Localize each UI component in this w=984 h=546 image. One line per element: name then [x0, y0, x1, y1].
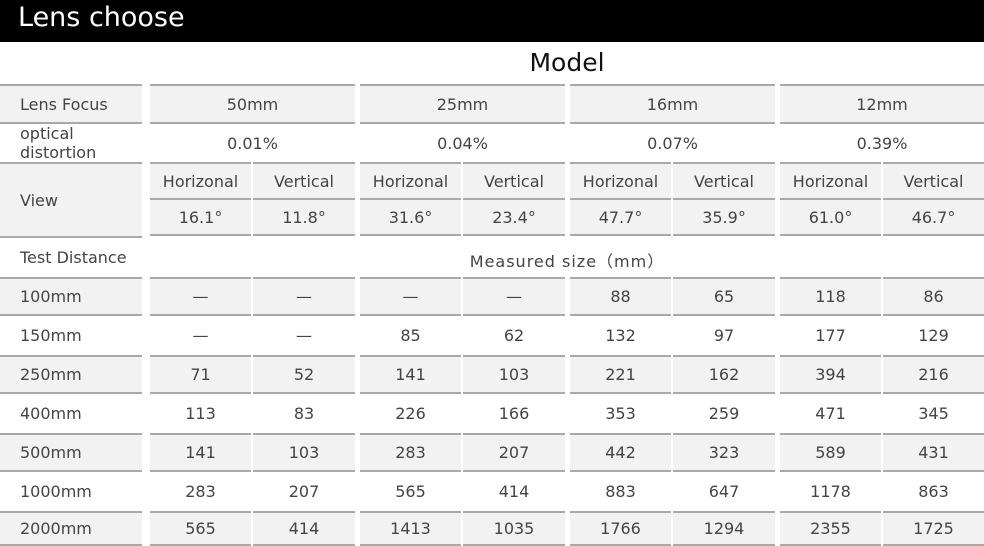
- measured-size-cell: 52: [253, 355, 355, 392]
- view-vertical-header: Vertical: [463, 162, 565, 198]
- view-vertical-value: 23.4°: [463, 198, 565, 236]
- view-horizontal-header: Horizonal: [780, 162, 881, 198]
- measured-size-cell: 86: [883, 277, 984, 314]
- model-heading: Model: [529, 48, 605, 77]
- measured-size-cell: 565: [150, 511, 251, 546]
- measured-size-cell: 166: [463, 392, 565, 433]
- row-label-distance: 400mm: [0, 392, 142, 433]
- measured-size-cell: 471: [780, 392, 881, 433]
- measured-size-cell: 97: [673, 314, 775, 355]
- measured-size-cell: 283: [150, 470, 251, 511]
- measured-size-cell: 62: [463, 314, 565, 355]
- measured-size-cell: 207: [463, 433, 565, 470]
- measured-size-cell: —: [463, 277, 565, 314]
- measured-size-cell: 88: [570, 277, 671, 314]
- row-label-distance: 100mm: [0, 277, 142, 314]
- measured-size-cell: 2355: [780, 511, 881, 546]
- view-vertical-value: 46.7°: [883, 198, 984, 236]
- measured-size-cell: 589: [780, 433, 881, 470]
- measured-size-cell: 221: [570, 355, 671, 392]
- view-vertical-header: Vertical: [253, 162, 355, 198]
- row-label-distance: 250mm: [0, 355, 142, 392]
- measured-size-cell: 353: [570, 392, 671, 433]
- view-vertical-header: Vertical: [883, 162, 984, 198]
- distortion-cell: 0.07%: [570, 122, 775, 162]
- measured-size-cell: 259: [673, 392, 775, 433]
- measured-size-cell: —: [150, 277, 251, 314]
- view-vertical-value: 35.9°: [673, 198, 775, 236]
- row-label-distance: 1000mm: [0, 470, 142, 511]
- row-label-test-distance: Test Distance: [0, 236, 142, 277]
- view-horizontal-header: Horizonal: [150, 162, 251, 198]
- measured-size-cell: 323: [673, 433, 775, 470]
- distortion-cell: 0.01%: [150, 122, 355, 162]
- measured-size-cell: 1178: [780, 470, 881, 511]
- view-horizontal-header: Horizonal: [360, 162, 461, 198]
- view-horizontal-value: 31.6°: [360, 198, 461, 236]
- measured-size-cell: 345: [883, 392, 984, 433]
- row-label-distance: 150mm: [0, 314, 142, 355]
- measured-size-cell: 103: [463, 355, 565, 392]
- measured-size-cell: —: [253, 277, 355, 314]
- measured-size-cell: 113: [150, 392, 251, 433]
- measured-size-cell: 647: [673, 470, 775, 511]
- measured-size-cell: 1413: [360, 511, 461, 546]
- measured-size-cell: 103: [253, 433, 355, 470]
- measured-size-cell: 1035: [463, 511, 565, 546]
- measured-size-cell: 85: [360, 314, 461, 355]
- measured-size-cell: —: [360, 277, 461, 314]
- measured-size-cell: 1766: [570, 511, 671, 546]
- page-title: Lens choose: [18, 2, 185, 33]
- measured-size-cell: 216: [883, 355, 984, 392]
- row-label-distance: 2000mm: [0, 511, 142, 546]
- measured-size-cell: 414: [463, 470, 565, 511]
- distortion-cell: 0.04%: [360, 122, 565, 162]
- measured-size-cell: 141: [360, 355, 461, 392]
- row-label-view: View: [0, 162, 142, 236]
- measured-size-cell: 162: [673, 355, 775, 392]
- measured-size-cell: 71: [150, 355, 251, 392]
- measured-size-cell: —: [253, 314, 355, 355]
- view-vertical-header: Vertical: [673, 162, 775, 198]
- measured-size-cell: 565: [360, 470, 461, 511]
- view-horizontal-value: 47.7°: [570, 198, 671, 236]
- measured-size-cell: 431: [883, 433, 984, 470]
- measured-size-cell: 442: [570, 433, 671, 470]
- measured-size-cell: 414: [253, 511, 355, 546]
- measured-size-cell: 394: [780, 355, 881, 392]
- view-vertical-value: 11.8°: [253, 198, 355, 236]
- measured-size-cell: 226: [360, 392, 461, 433]
- view-horizontal-value: 16.1°: [150, 198, 251, 236]
- measured-size-cell: 129: [883, 314, 984, 355]
- lens-focus-cell: 12mm: [780, 84, 984, 122]
- view-horizontal-value: 61.0°: [780, 198, 881, 236]
- lens-focus-cell: 25mm: [360, 84, 565, 122]
- row-label-lens-focus: Lens Focus: [0, 84, 142, 122]
- measured-size-cell: 883: [570, 470, 671, 511]
- row-label-distance: 500mm: [0, 433, 142, 470]
- measured-size-cell: 141: [150, 433, 251, 470]
- measured-size-cell: 207: [253, 470, 355, 511]
- measured-size-cell: 283: [360, 433, 461, 470]
- measured-size-cell: 83: [253, 392, 355, 433]
- measured-size-cell: 1725: [883, 511, 984, 546]
- measured-size-cell: 132: [570, 314, 671, 355]
- view-horizontal-header: Horizonal: [570, 162, 671, 198]
- measured-size-cell: —: [150, 314, 251, 355]
- lens-focus-cell: 16mm: [570, 84, 775, 122]
- measured-size-cell: 863: [883, 470, 984, 511]
- measured-size-cell: 118: [780, 277, 881, 314]
- measured-size-cell: 65: [673, 277, 775, 314]
- measured-size-cell: 1294: [673, 511, 775, 546]
- title-bar: Lens choose: [0, 0, 984, 42]
- measured-size-label: Measured size（mm）: [469, 251, 665, 271]
- measured-size-cell: 177: [780, 314, 881, 355]
- row-label-optical-distortion: optical distortion: [0, 122, 142, 162]
- distortion-cell: 0.39%: [780, 122, 984, 162]
- lens-focus-cell: 50mm: [150, 84, 355, 122]
